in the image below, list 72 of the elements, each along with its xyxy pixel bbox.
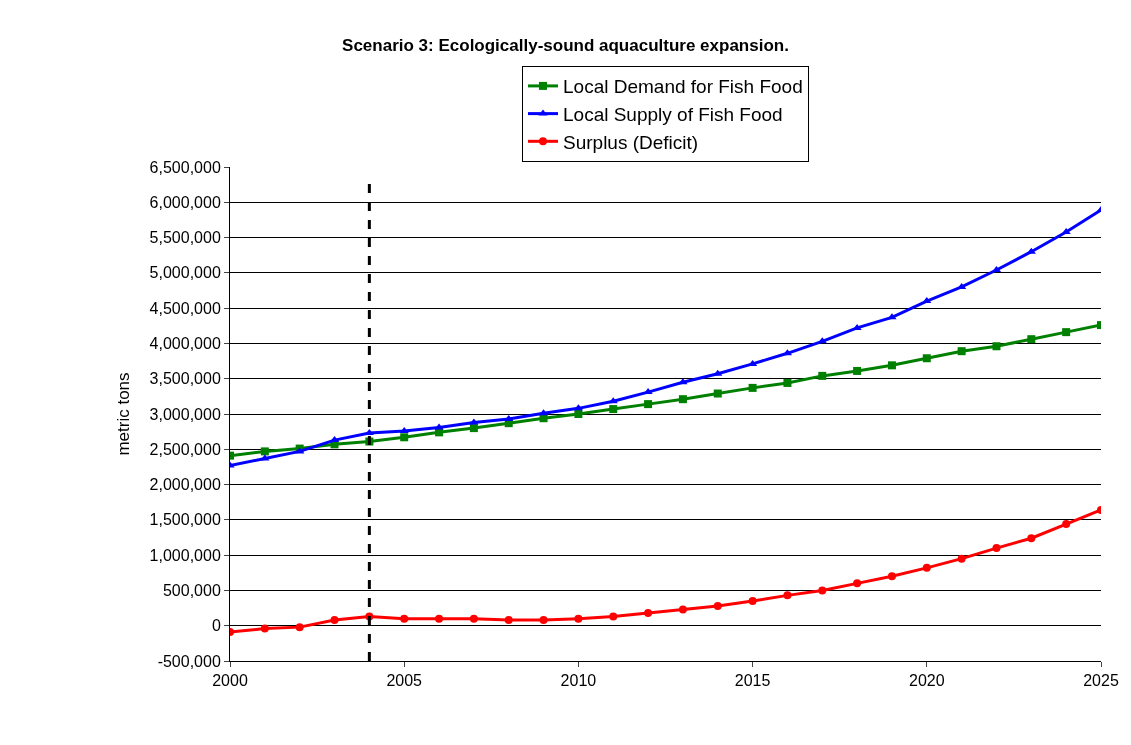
point bbox=[260, 624, 269, 633]
y-tick-label: 3,500,000 bbox=[149, 370, 221, 388]
y-tick-label: 6,000,000 bbox=[149, 193, 221, 211]
y-tick-label: 5,000,000 bbox=[149, 264, 221, 282]
point bbox=[922, 297, 932, 304]
point bbox=[748, 383, 757, 392]
point bbox=[295, 623, 304, 632]
point bbox=[818, 371, 827, 380]
point bbox=[260, 447, 269, 456]
y-tick-label: 4,000,000 bbox=[149, 335, 221, 353]
y-tick-label: 4,500,000 bbox=[149, 299, 221, 317]
point bbox=[783, 591, 792, 600]
point bbox=[713, 601, 722, 610]
point bbox=[574, 614, 583, 623]
point bbox=[1062, 328, 1071, 337]
point bbox=[853, 579, 862, 588]
point bbox=[435, 614, 444, 623]
point bbox=[1062, 520, 1071, 529]
legend-label: Local Demand for Fish Food bbox=[563, 76, 803, 98]
point bbox=[574, 410, 583, 418]
point bbox=[399, 426, 409, 433]
y-tick-label: 3,000,000 bbox=[149, 405, 221, 423]
y-tick-label: 500,000 bbox=[162, 582, 221, 600]
point bbox=[504, 414, 514, 421]
point bbox=[887, 572, 896, 581]
point bbox=[469, 614, 478, 623]
y-axis-title: metric tons bbox=[114, 372, 134, 456]
y-tick-label: 1,500,000 bbox=[149, 511, 221, 529]
y-tick-label: 2,500,000 bbox=[149, 440, 221, 458]
point bbox=[922, 563, 931, 572]
point bbox=[1027, 534, 1036, 543]
point bbox=[992, 544, 1001, 553]
x-tick-label: 2015 bbox=[734, 672, 771, 690]
point bbox=[748, 597, 757, 606]
point bbox=[992, 342, 1001, 351]
point bbox=[469, 424, 478, 433]
x-tick-label: 2025 bbox=[1083, 672, 1119, 690]
y-tick-label: -500,000 bbox=[157, 652, 221, 670]
point bbox=[400, 433, 409, 442]
y-tick-label: 1,000,000 bbox=[149, 546, 221, 564]
x-tick-label: 2000 bbox=[212, 672, 248, 690]
point bbox=[1027, 335, 1036, 344]
y-tick-label: 0 bbox=[211, 617, 221, 635]
point bbox=[957, 282, 967, 289]
point bbox=[818, 586, 827, 595]
point bbox=[644, 609, 653, 618]
y-tick-label: 2,000,000 bbox=[149, 476, 221, 494]
point bbox=[330, 616, 339, 625]
x-tick-label: 2005 bbox=[386, 672, 423, 690]
x-tick-label: 2010 bbox=[560, 672, 597, 690]
y-tick-label: 5,500,000 bbox=[149, 229, 221, 247]
point bbox=[713, 389, 722, 398]
point bbox=[678, 605, 687, 614]
legend-label: Surplus (Deficit) bbox=[563, 131, 699, 153]
point bbox=[609, 405, 618, 414]
x-tick-label: 2020 bbox=[909, 672, 945, 690]
point bbox=[853, 366, 862, 375]
y-tick-label: 6,500,000 bbox=[149, 158, 221, 176]
chart-title: Scenario 3: Ecologically-sound aquaculture expansion. bbox=[342, 35, 789, 55]
point bbox=[957, 347, 966, 356]
point bbox=[400, 614, 409, 623]
point bbox=[539, 616, 548, 625]
point bbox=[783, 378, 792, 387]
point bbox=[609, 612, 618, 621]
legend-label: Local Supply of Fish Food bbox=[563, 104, 783, 126]
point bbox=[922, 354, 931, 363]
point bbox=[887, 361, 896, 370]
point bbox=[1061, 227, 1071, 234]
point bbox=[678, 395, 687, 404]
point bbox=[644, 400, 653, 409]
point bbox=[504, 616, 513, 625]
point bbox=[957, 554, 966, 563]
